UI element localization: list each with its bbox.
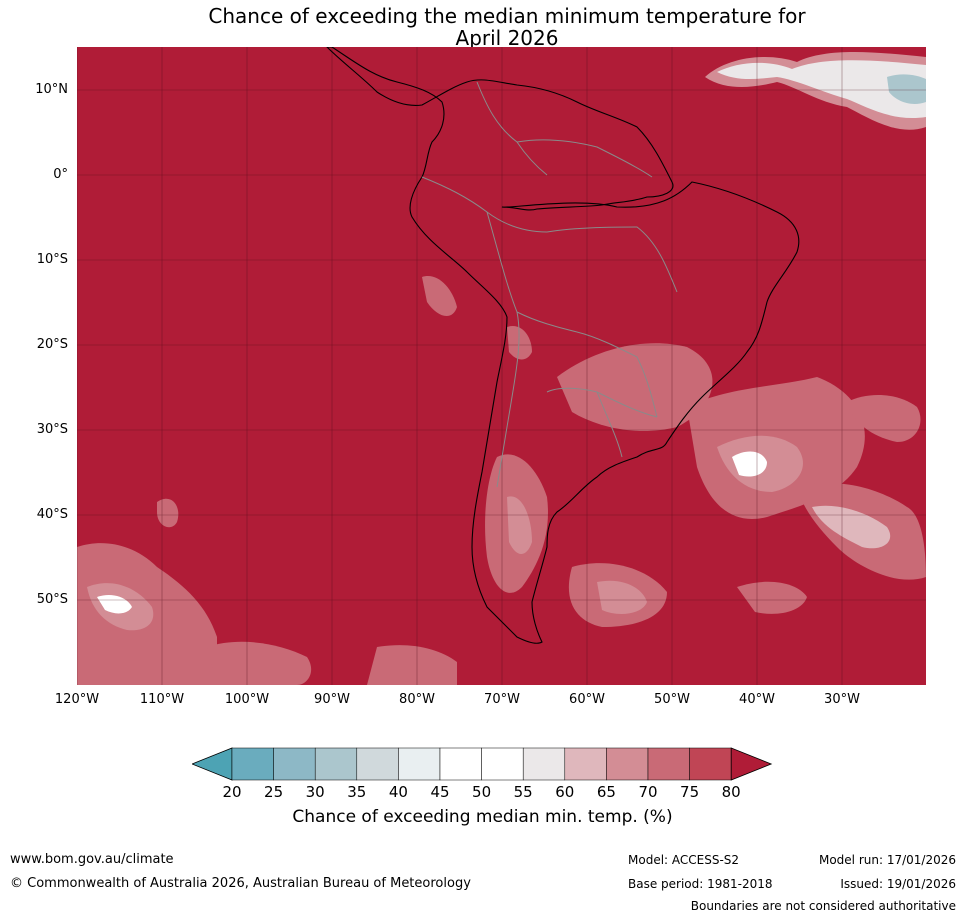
colorbar-segment	[647, 747, 690, 781]
colorbar-segment	[314, 747, 358, 781]
colorbar-tick-label: 65	[596, 783, 616, 801]
colorbar-tick-label: 75	[680, 783, 700, 801]
lat-label: 10°S	[36, 252, 68, 267]
lon-label: 100°W	[224, 692, 270, 707]
colorbar-segment	[398, 747, 441, 781]
colorbar-segment	[439, 747, 482, 781]
country-borders	[421, 81, 678, 488]
lon-label: 30°W	[824, 692, 860, 707]
lon-label: 60°W	[569, 692, 605, 707]
colorbar-segment	[522, 747, 566, 781]
colorbar-extend-high	[730, 747, 773, 781]
colorbar-tick-label: 25	[264, 783, 284, 801]
lat-label: 10°N	[35, 82, 68, 97]
south-america-coastline	[326, 47, 800, 644]
chart-title-line2: April 2026	[455, 26, 559, 50]
colorbar-tick-label: 70	[638, 783, 658, 801]
lon-label: 90°W	[314, 692, 350, 707]
footer-copyright: © Commonwealth of Australia 2026, Austra…	[10, 876, 471, 891]
colorbar-segment	[564, 747, 607, 781]
colorbar-segment	[356, 747, 399, 781]
lon-label: 80°W	[399, 692, 435, 707]
probability-map	[77, 47, 926, 685]
colorbar-segment	[231, 747, 274, 781]
colorbar-tick-label: 50	[472, 783, 492, 801]
colorbar-label: Chance of exceeding median min. temp. (%…	[292, 807, 673, 827]
colorbar-tick-label: 80	[721, 783, 741, 801]
colorbar-segment	[481, 747, 524, 781]
colorbar-segment	[689, 747, 732, 781]
colorbar-tick-label: 20	[222, 783, 242, 801]
lon-label: 70°W	[484, 692, 520, 707]
colorbar-tick-label: 35	[347, 783, 367, 801]
colorbar	[192, 747, 773, 781]
footer-disclaimer: Boundaries are not considered authoritat…	[690, 899, 956, 913]
lon-label: 50°W	[654, 692, 690, 707]
lat-label: 30°S	[36, 422, 68, 437]
anomaly-patches	[77, 52, 926, 685]
colorbar-extend-low	[192, 747, 233, 781]
lat-label: 50°S	[36, 592, 68, 607]
lat-label: 40°S	[36, 507, 68, 522]
colorbar-tick-label: 55	[513, 783, 533, 801]
colorbar-segment	[273, 747, 316, 781]
lon-label: 40°W	[739, 692, 775, 707]
chart-title-line1: Chance of exceeding the median minimum t…	[208, 4, 806, 28]
colorbar-tick-label: 60	[555, 783, 575, 801]
lat-label: 0°	[53, 167, 68, 182]
footer-url[interactable]: www.bom.gov.au/climate	[10, 852, 174, 867]
colorbar-tick-label: 40	[388, 783, 408, 801]
colorbar-tick-label: 45	[430, 783, 450, 801]
lon-label: 120°W	[54, 692, 100, 707]
colorbar-tick-label: 30	[305, 783, 325, 801]
colorbar-segment	[606, 747, 649, 781]
lat-label: 20°S	[36, 337, 68, 352]
lon-label: 110°W	[139, 692, 185, 707]
graticule	[77, 47, 926, 685]
footer-base-period: Base period: 1981-2018	[628, 877, 773, 891]
footer-model: Model: ACCESS-S2	[628, 853, 740, 867]
footer-issued: Issued: 19/01/2026	[840, 877, 956, 891]
footer-model-run: Model run: 17/01/2026	[818, 853, 956, 867]
